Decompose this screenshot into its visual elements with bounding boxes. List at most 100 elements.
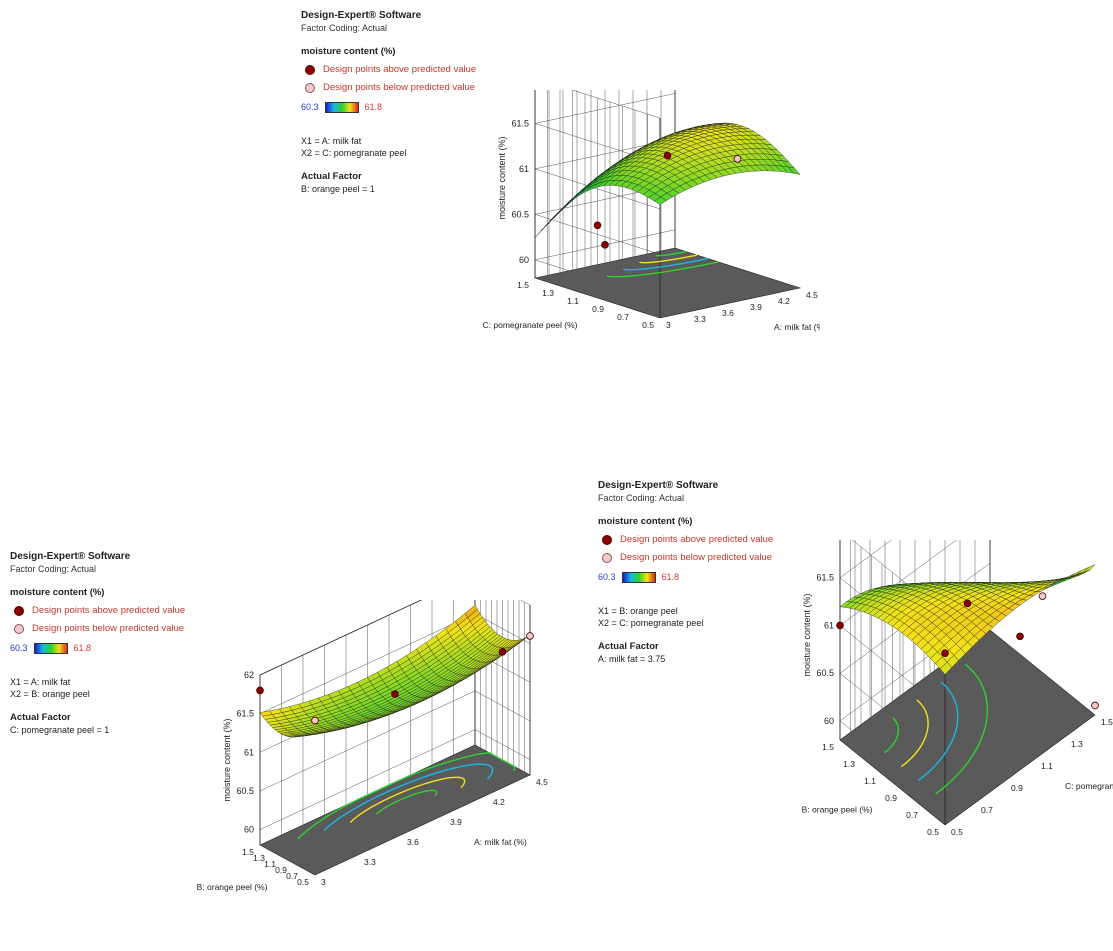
range-low: 60.3 [598,572,616,582]
y-tick-label: 0.7 [617,312,629,322]
grid-line [839,672,946,759]
point-above-icon [14,606,24,616]
range-low: 60.3 [10,643,28,653]
z-tick-label: 61.5 [816,573,834,583]
design-point [836,621,844,630]
x-axis-title: A: milk fat (%) [774,322,820,332]
design-point [601,241,609,249]
contour-line [883,717,900,754]
x1-mapping: X1 = B: orange peel [598,606,678,616]
legend-below: Design points below predicted value [301,82,521,94]
z-tick-label: 60 [244,825,254,835]
x-tick-label: 3.9 [450,817,462,827]
floor-contours [297,751,516,840]
design-point [498,648,507,656]
point-below-icon [602,553,612,563]
range-high: 61.8 [661,572,680,582]
color-range: 60.3 61.8 [10,642,210,654]
design-point [593,221,602,230]
x-tick-label: 4.2 [778,296,790,306]
range-high: 61.8 [364,102,383,112]
actual-factor-title: Actual Factor [10,712,71,723]
response-surface [259,604,531,738]
legend-below: Design points below predicted value [598,552,798,564]
z-tick-label: 61.5 [511,118,529,128]
x-axis: 3 3.3 3.6 3.9 4.2 4.5 A: milk fat (%) [666,290,820,332]
grid-line [259,613,476,714]
grid-line [534,168,661,210]
above-label: Design points above predicted value [620,534,774,545]
grid-line [534,214,661,255]
contour-line [349,776,466,823]
x1-mapping: X1 = A: milk fat [10,677,71,687]
response-surface [534,122,801,238]
x2-mapping: X2 = C: pomegranate peel [301,148,407,158]
above-label: Design points above predicted value [32,605,186,616]
color-range: 60.3 61.8 [301,101,521,113]
color-range: 60.3 61.8 [598,571,798,583]
y-tick-label: 1.1 [567,296,579,306]
y-axis-title: B: orange peel (%) [802,805,873,815]
design-point [391,690,399,698]
grid-line [839,540,892,578]
below-label: Design points below predicted value [323,82,476,93]
legend-panel-3: Design-Expert® Software Factor Coding: A… [598,480,798,665]
response-name: moisture content (%) [10,587,105,598]
y-tick-label: 0.7 [906,810,918,820]
actual-factor-value: B: orange peel = 1 [301,184,375,194]
design-point [256,686,264,695]
surface-cell [939,661,953,675]
legend-above: Design points above predicted value [10,605,210,617]
contour-line [639,254,698,264]
x-tick-label: 1.5 [1101,717,1113,727]
z-tick-label: 60 [519,255,529,265]
below-label: Design points below predicted value [620,552,773,563]
design-point [1091,701,1099,710]
z-axis-title: moisture content (%) [222,718,232,801]
surface-cell [787,166,801,175]
y-axis: 0.50.70.91.11.31.5B: orange peel (%) [197,847,310,892]
y-tick-label: 1.5 [517,280,529,290]
x-tick-label: 3.3 [694,314,706,324]
y-tick-label: 1.5 [822,742,834,752]
legend-panel-1: Design-Expert® Software Factor Coding: A… [301,10,521,195]
software-title: Design-Expert® Software [301,10,422,21]
y-tick-label: 1.1 [864,776,876,786]
y-tick-label: 1.1 [264,859,276,869]
wall-edge [259,600,423,676]
x-axis: 3 3.3 3.6 3.9 4.2 4.5 A: milk fat (%) [321,777,548,887]
y-axis-title: C: pomegranate peel (%) [483,320,578,330]
y-tick-label: 1.3 [253,853,265,863]
contour-line [655,250,687,257]
z-axis-title: moisture content (%) [497,136,507,219]
x-tick-label: 3.6 [407,837,419,847]
floor-contours [606,250,719,278]
response-name: moisture content (%) [598,516,693,527]
grid-line [474,729,531,760]
design-point [733,155,742,163]
grid-line [474,613,531,644]
point-above-icon [305,65,315,75]
surface-cell [1083,564,1096,573]
z-tick-label: 62 [244,670,254,680]
x2-mapping: X2 = C: pomegranate peel [598,618,704,628]
surface-plot-2: 60 60.5 61 61.5 62 moisture content (%) 3 3.3 3.… [197,600,548,892]
x-axis-title: C: pomegranate peel (%) [1065,781,1113,791]
grid-line [259,729,476,830]
x-tick-label: 1.3 [1071,739,1083,749]
y-tick-label: 1.3 [843,759,855,769]
x-tick-label: 3.9 [750,302,762,312]
factor-coding: Factor Coding: Actual [10,564,97,574]
z-tick-label: 61.5 [236,709,254,719]
response-name: moisture content (%) [301,46,396,57]
y-tick-label: 0.9 [592,304,604,314]
x-tick-label: 4.5 [806,290,818,300]
y-axis: 0.50.70.91.11.31.5B: orange peel (%) [802,742,940,837]
x-tick-label: 3.6 [722,308,734,318]
x-tick-label: 3 [321,877,326,887]
plot-floor [839,629,1096,826]
